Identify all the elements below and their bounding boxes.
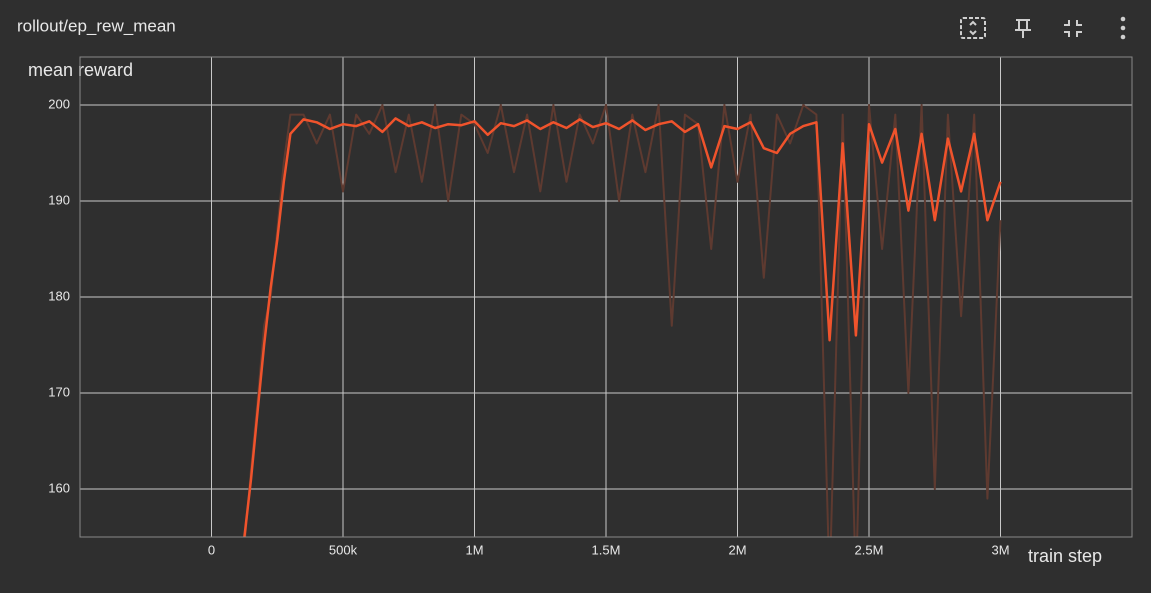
chart-title: rollout/ep_rew_mean bbox=[17, 16, 176, 35]
pin-button[interactable] bbox=[1015, 19, 1031, 38]
smoothed-line bbox=[243, 117, 1002, 537]
x-tick-label: 1M bbox=[465, 542, 483, 557]
y-tick-label: 190 bbox=[48, 192, 70, 207]
x-tick-label: 3M bbox=[991, 542, 1009, 557]
more-menu[interactable] bbox=[1120, 16, 1126, 40]
x-tick-label: 500k bbox=[329, 542, 358, 557]
y-tick-label: 200 bbox=[48, 96, 70, 111]
y-tick-label: 170 bbox=[48, 384, 70, 399]
plot-area bbox=[80, 57, 1132, 537]
x-tick-label: 2M bbox=[728, 542, 746, 557]
y-axis-label: mean reward bbox=[28, 60, 133, 80]
fit-domain-button[interactable] bbox=[960, 17, 986, 39]
x-tick-label: 0 bbox=[208, 542, 215, 557]
x-tick-label: 1.5M bbox=[592, 542, 621, 557]
collapse-button[interactable] bbox=[1064, 20, 1082, 37]
x-axis-label: train step bbox=[1028, 546, 1102, 566]
y-tick-label: 180 bbox=[48, 288, 70, 303]
plot-frame bbox=[79, 56, 1133, 538]
x-tick-label: 2.5M bbox=[855, 542, 884, 557]
y-tick-label: 160 bbox=[48, 480, 70, 495]
